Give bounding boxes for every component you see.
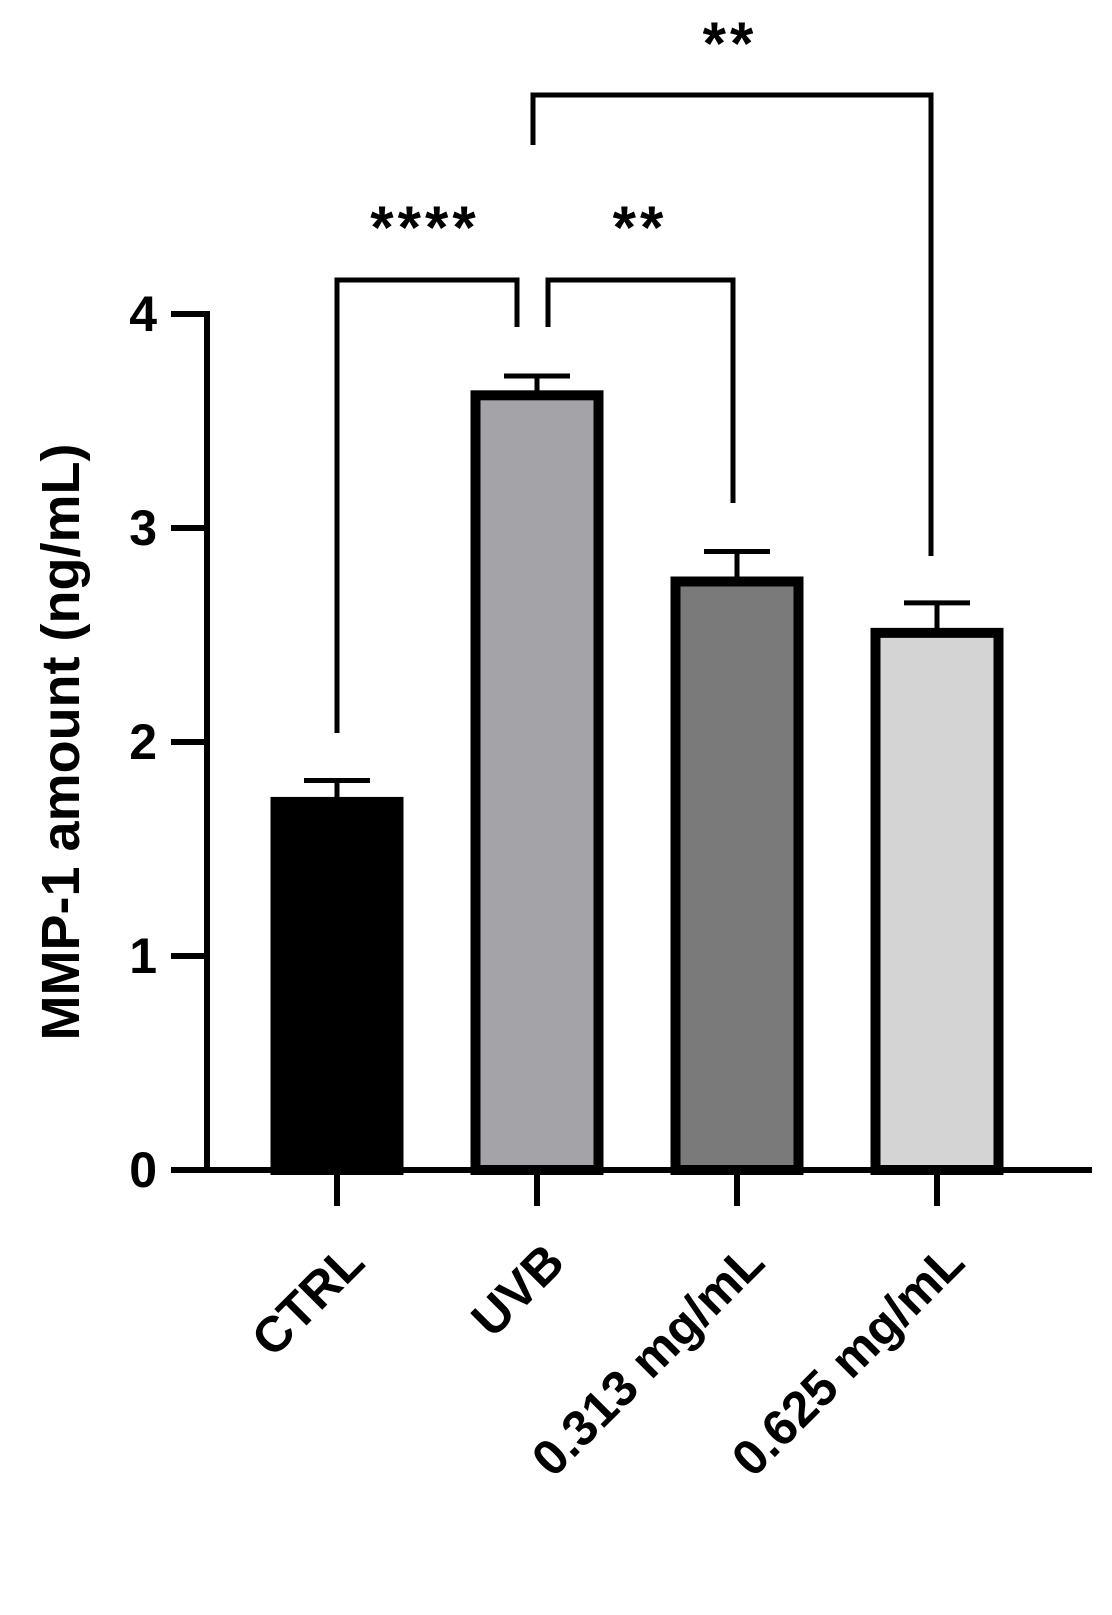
y-tick-label: 3 (129, 500, 157, 556)
significance-label: **** (370, 194, 479, 261)
y-tick-label: 2 (129, 714, 157, 770)
bar-ctrl (270, 796, 404, 1175)
bar-0-625-mg-ml (870, 627, 1004, 1175)
x-tick-label: UVB (461, 1233, 575, 1347)
x-tick-label: CTRL (241, 1233, 375, 1367)
significance-bracket (545, 277, 736, 503)
y-axis-title: MMP-1 amount (ng/mL) (31, 444, 91, 1041)
bars-group (270, 373, 1004, 1175)
significance-group: **** **** (334, 10, 934, 733)
bar-uvb (470, 390, 604, 1175)
significance-bracket (530, 92, 934, 556)
y-tick-label: 0 (129, 1142, 157, 1198)
significance-label: ** (613, 194, 668, 261)
y-tick-label: 4 (129, 286, 157, 342)
y-tick-label: 1 (129, 928, 157, 984)
bar-0-313-mg-ml (670, 576, 804, 1175)
significance-bracket (334, 277, 520, 733)
significance-label: ** (703, 10, 758, 77)
